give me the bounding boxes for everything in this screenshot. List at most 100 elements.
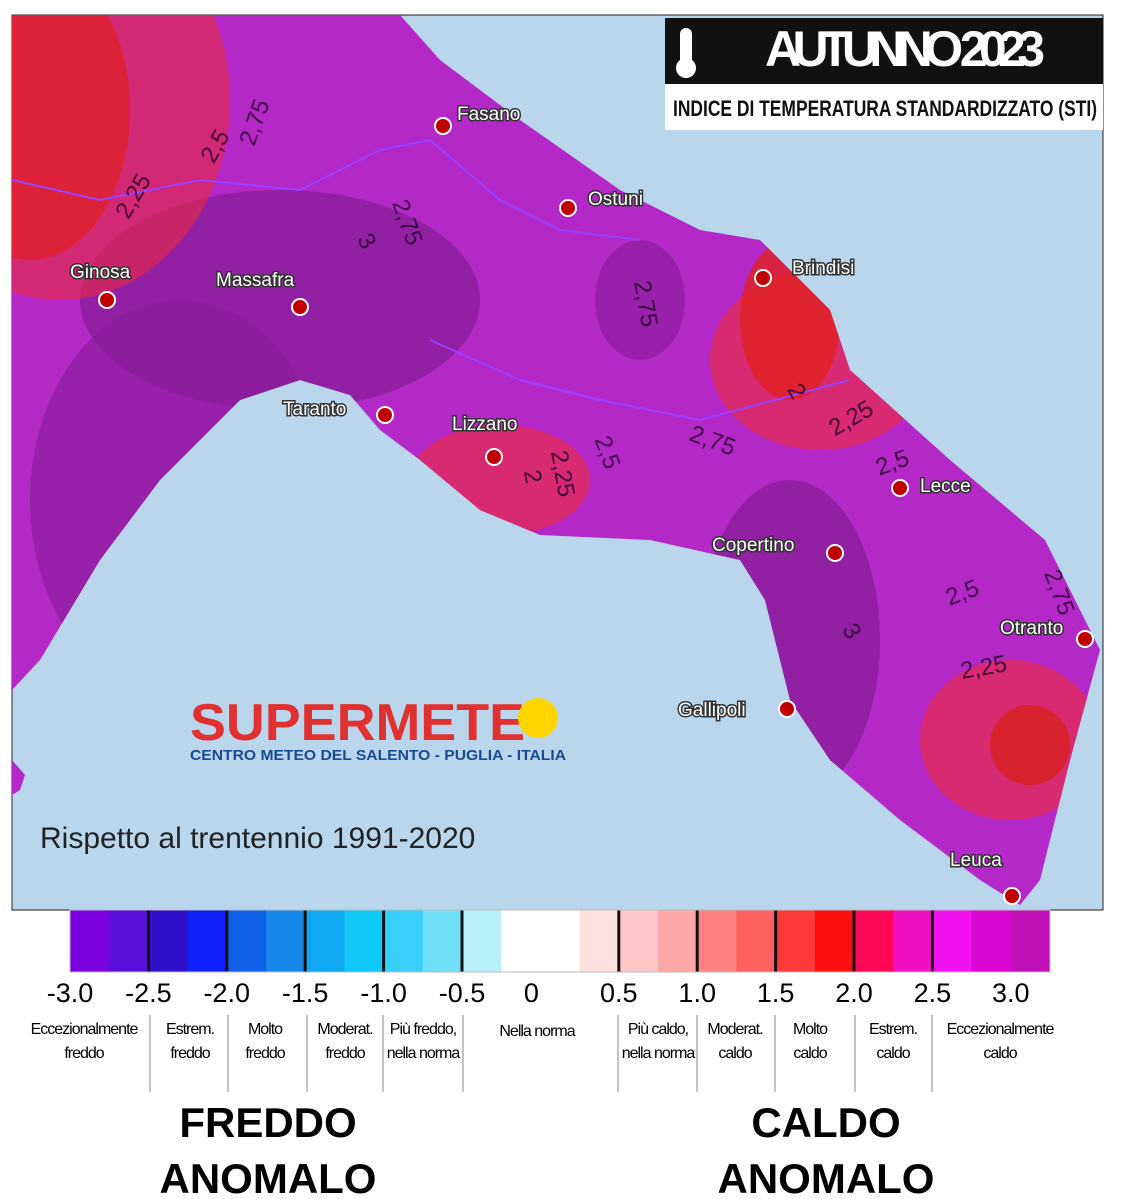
legend-swatch (1010, 910, 1051, 972)
legend-swatch (70, 910, 110, 972)
legend-class: freddo (325, 1045, 365, 1062)
legend-swatch (266, 910, 306, 972)
city-dot (485, 448, 503, 466)
legend-class: Nella norma (499, 1023, 575, 1040)
legend-tick: -1.0 (360, 978, 407, 1008)
legend-class: Eccezionalmente (947, 1021, 1055, 1038)
city-label: Leuca (950, 850, 1002, 871)
city-label: Ostuni (588, 189, 643, 210)
legend-tick: 1.0 (678, 978, 716, 1008)
city-label: Copertino (712, 535, 794, 556)
subtitle-box (665, 84, 1103, 130)
thermometer-bulb (676, 58, 696, 78)
city-dot (754, 269, 772, 287)
legend-tick: -0.5 (439, 978, 486, 1008)
legend-swatch (109, 910, 149, 972)
legend-tick: 2.0 (835, 978, 873, 1008)
legend-class: freddo (64, 1045, 104, 1062)
group-label: FREDDO (179, 1099, 356, 1146)
legend-swatch (422, 910, 463, 972)
legend-class: nella norma (622, 1045, 696, 1062)
city-dot (376, 406, 394, 424)
city-label: Lecce (920, 476, 971, 497)
legend-swatch (462, 910, 502, 972)
legend-swatch (305, 910, 345, 972)
city-dot (434, 117, 452, 135)
legend-tick: -1.5 (282, 978, 329, 1008)
city-dot (291, 298, 309, 316)
legend-swatch (932, 910, 973, 972)
title-box (665, 18, 1103, 84)
legend-swatch (971, 910, 1012, 972)
land-piece (12, 760, 25, 795)
legend-tick: 0 (524, 978, 539, 1008)
legend-class: freddo (245, 1045, 285, 1062)
legend-tick: -2.5 (125, 978, 172, 1008)
legend-swatch (854, 910, 894, 972)
city-dot (826, 544, 844, 562)
legend-class: freddo (170, 1045, 210, 1062)
legend-swatch (775, 910, 816, 972)
legend-swatch (814, 910, 855, 972)
legend-class: Estrem. (166, 1021, 214, 1038)
city-dot (559, 199, 577, 217)
note: Rispetto al trentennio 1991-2020 (40, 822, 475, 855)
city-label: Fasano (457, 104, 520, 125)
legend-tick: -3.0 (47, 978, 94, 1008)
thermometer (680, 28, 692, 66)
legend-tick: -2.0 (204, 978, 251, 1008)
city-label: Massafra (216, 270, 295, 291)
legend-class: Molto (793, 1021, 828, 1038)
city-dot (1076, 630, 1094, 648)
legend-class: Eccezionalmente (31, 1021, 139, 1038)
legend-swatch (658, 910, 698, 972)
city-dot (98, 291, 116, 309)
legend-swatch (736, 910, 777, 972)
city-label: Ginosa (70, 262, 131, 283)
legend-swatch (344, 910, 385, 972)
city-label: Lizzano (452, 414, 518, 435)
title: AUTUNNO 2023 (765, 21, 1045, 77)
legend-class: caldo (718, 1045, 752, 1062)
group-label: ANOMALO (160, 1155, 377, 1199)
city-label: Brindisi (792, 258, 854, 279)
legend-tick: 0.5 (600, 978, 638, 1008)
legend-class: Moderat. (317, 1021, 372, 1038)
logo-sun (518, 698, 558, 738)
legend-swatch (893, 910, 933, 972)
legend-swatch (540, 910, 581, 972)
group-label: ANOMALO (718, 1155, 935, 1199)
legend-swatch (697, 910, 737, 972)
city-label: Gallipoli (678, 700, 746, 721)
legend-class: Molto (248, 1021, 283, 1038)
contour-label: 2 (518, 468, 547, 486)
legend-class: Estrem. (869, 1021, 917, 1038)
legend-tick: 3.0 (992, 978, 1030, 1008)
legend-swatch (187, 910, 228, 972)
legend-class: Più freddo, (390, 1021, 457, 1038)
city-dot (778, 700, 796, 718)
legend-tick: 2.5 (914, 978, 952, 1008)
legend-class: caldo (793, 1045, 827, 1062)
legend-swatch (579, 910, 620, 972)
logo: SUPERMETE (190, 694, 525, 752)
group-label: CALDO (751, 1099, 900, 1146)
logo-tagline: CENTRO METEO DEL SALENTO - PUGLIA - ITAL… (190, 747, 566, 764)
legend-swatch (618, 910, 659, 972)
legend-class: Più caldo, (628, 1021, 689, 1038)
legend-swatch (226, 910, 267, 972)
city-label: Taranto (283, 399, 346, 420)
city-label: Otranto (1000, 618, 1063, 639)
city-dot (1003, 887, 1021, 905)
legend-swatch (148, 910, 189, 972)
legend-class: Moderat. (707, 1021, 762, 1038)
legend-swatch (383, 910, 424, 972)
legend-tick: 1.5 (757, 978, 795, 1008)
legend-frame (69, 909, 1051, 973)
legend-class: caldo (983, 1045, 1017, 1062)
legend-swatch (501, 910, 541, 972)
legend-class: nella norma (387, 1045, 461, 1062)
subtitle: INDICE DI TEMPERATURA STANDARDIZZATO (ST… (673, 96, 1097, 121)
legend-class: caldo (876, 1045, 910, 1062)
